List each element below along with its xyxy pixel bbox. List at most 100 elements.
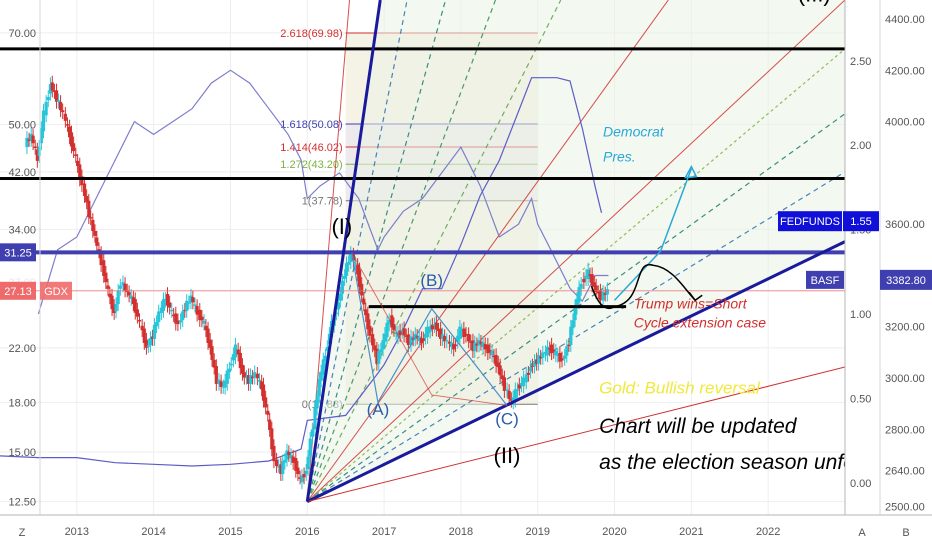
wave-labels: (I) (II) (III) (A) (B) (C) [331, 0, 830, 468]
wave-label: (C) [495, 409, 519, 428]
left-axis-tick: 50.00 [8, 119, 36, 131]
candle-body [486, 344, 490, 354]
wave-label: (III) [798, 0, 831, 7]
candle-body [483, 344, 487, 350]
x-axis[interactable]: 2013 2014 2015 2016 2017 2018 2019 2020 2021 2022 [65, 526, 781, 538]
candle-body [432, 324, 437, 327]
candle-body [189, 295, 193, 303]
candle-body [244, 376, 249, 379]
scenario-up-arrow [684, 165, 698, 179]
candle-body [236, 349, 240, 355]
candle-body [469, 341, 473, 343]
price-tag-value: 1.55 [850, 216, 871, 228]
candle-body [579, 283, 583, 289]
candle-body [452, 344, 456, 350]
candle-body [409, 336, 413, 345]
candle-body [200, 316, 204, 321]
candle-body [91, 219, 95, 232]
candle-body [398, 330, 402, 336]
left-axis-tick: 22.00 [8, 343, 36, 355]
corner-label-b: B [902, 527, 909, 539]
candle-body [283, 459, 287, 463]
candle-body [54, 90, 59, 102]
candle-body [193, 304, 197, 306]
series-b [37, 69, 609, 315]
x-axis-tick: 2014 [141, 526, 165, 538]
candle-body [272, 446, 276, 462]
candle-body [41, 110, 46, 132]
candle-body [371, 334, 375, 346]
candle-body [31, 135, 35, 144]
candle-body [594, 285, 598, 293]
candle-body [172, 314, 176, 317]
plot-area[interactable]: 2.618(69.98) 1.618(50.08) 1.414(46.02) 1.27… [0, 0, 882, 515]
scenario-paths [590, 165, 703, 310]
candle-body [541, 352, 545, 358]
candle-body [65, 124, 70, 126]
price-tag-name: GDX [44, 286, 69, 298]
candle-body [596, 292, 600, 294]
candle-body [302, 474, 306, 478]
annotation: Gold: Bullish reversal [599, 378, 761, 397]
fib-level-label: 1.414(46.02) [280, 142, 342, 154]
candle-body [85, 196, 89, 203]
candle-body [449, 342, 454, 348]
candle-body [526, 372, 530, 375]
candle-body [260, 381, 264, 390]
candle-body [323, 355, 328, 362]
candle-body [106, 285, 110, 289]
candle-body [97, 249, 101, 252]
candle-body [362, 298, 366, 305]
candle-body [274, 459, 279, 467]
candle-body [93, 231, 97, 236]
fib-level-label: 1.618(50.08) [280, 119, 342, 131]
candle-body [315, 396, 319, 409]
left-axis[interactable]: 12.50 15.00 18.00 22.00 34.00 42.00 50.00 70.00… [8, 28, 36, 509]
candle-body [48, 84, 53, 94]
candle-body [95, 237, 99, 246]
candle-body [502, 377, 506, 391]
price-tag [843, 211, 879, 232]
candle-body [535, 359, 539, 364]
price-tag-name-bg [40, 281, 72, 300]
candle-body [231, 354, 236, 361]
candle-body [219, 381, 223, 387]
annotation: Cycle extension case [634, 315, 767, 331]
candle-body [496, 362, 500, 368]
candle-body [436, 329, 441, 332]
candle-body [473, 342, 477, 352]
x-axis-tick: 2021 [679, 526, 703, 538]
candle-body [507, 390, 511, 400]
candle-body [266, 410, 270, 415]
candle-body [588, 274, 592, 276]
candle-body [148, 338, 153, 346]
candle-body [584, 275, 588, 279]
annotation: Democrat [603, 124, 665, 140]
candle-body [360, 283, 364, 296]
candle-body [306, 456, 310, 470]
a-axis[interactable]: 0.000.501.001.502.002.50 [850, 56, 871, 490]
candle-body [560, 358, 564, 361]
candle-body [99, 252, 103, 266]
b-axis-tick: 4400.00 [885, 14, 925, 26]
candle-body [110, 295, 114, 310]
candle-body [39, 128, 43, 144]
candle-body [462, 328, 466, 338]
candle-body [351, 254, 356, 261]
candle-body [347, 262, 351, 265]
candle-body [415, 335, 419, 338]
candle-body [52, 90, 57, 92]
candle-body [118, 285, 122, 289]
candle-body [170, 309, 174, 312]
b-axis-tick: 3000.00 [885, 373, 925, 385]
candle-body [102, 260, 106, 276]
candle-body [183, 309, 187, 312]
candle-body [509, 399, 513, 401]
candle-body [142, 328, 146, 343]
candle-body [33, 146, 37, 149]
candle-body [377, 350, 381, 364]
candle-body [44, 101, 48, 116]
candle-body [233, 344, 238, 358]
candle-body [334, 312, 338, 315]
